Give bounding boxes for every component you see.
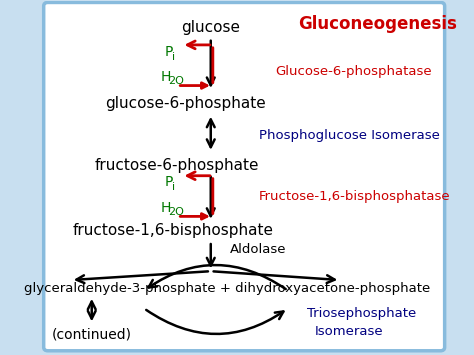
Text: glucose: glucose bbox=[181, 20, 240, 35]
Text: (continued): (continued) bbox=[52, 328, 132, 342]
Text: Glucose-6-phosphatase: Glucose-6-phosphatase bbox=[275, 65, 432, 78]
Text: H: H bbox=[161, 70, 171, 84]
Text: P: P bbox=[165, 45, 173, 59]
Text: 2O: 2O bbox=[168, 207, 184, 217]
Text: 2O: 2O bbox=[168, 76, 184, 86]
Text: glyceraldehyde-3-phosphate + dihydroxyacetone-phosphate: glyceraldehyde-3-phosphate + dihydroxyac… bbox=[24, 282, 430, 295]
Text: i: i bbox=[173, 51, 175, 61]
Text: Isomerase: Isomerase bbox=[315, 325, 384, 338]
FancyBboxPatch shape bbox=[44, 2, 445, 351]
Text: Phosphoglucose Isomerase: Phosphoglucose Isomerase bbox=[259, 129, 440, 142]
Text: Gluconeogenesis: Gluconeogenesis bbox=[299, 15, 457, 33]
Text: fructose-6-phosphate: fructose-6-phosphate bbox=[95, 158, 260, 173]
Text: fructose-1,6-bisphosphate: fructose-1,6-bisphosphate bbox=[73, 223, 273, 238]
Text: glucose-6-phosphate: glucose-6-phosphate bbox=[105, 96, 266, 111]
Text: Aldolase: Aldolase bbox=[229, 244, 286, 257]
Text: Fructose-1,6-bisphosphatase: Fructose-1,6-bisphosphatase bbox=[259, 190, 450, 203]
Text: H: H bbox=[161, 201, 171, 214]
Text: P: P bbox=[165, 175, 173, 189]
Text: i: i bbox=[173, 182, 175, 192]
Text: Triosephosphate: Triosephosphate bbox=[307, 307, 416, 320]
